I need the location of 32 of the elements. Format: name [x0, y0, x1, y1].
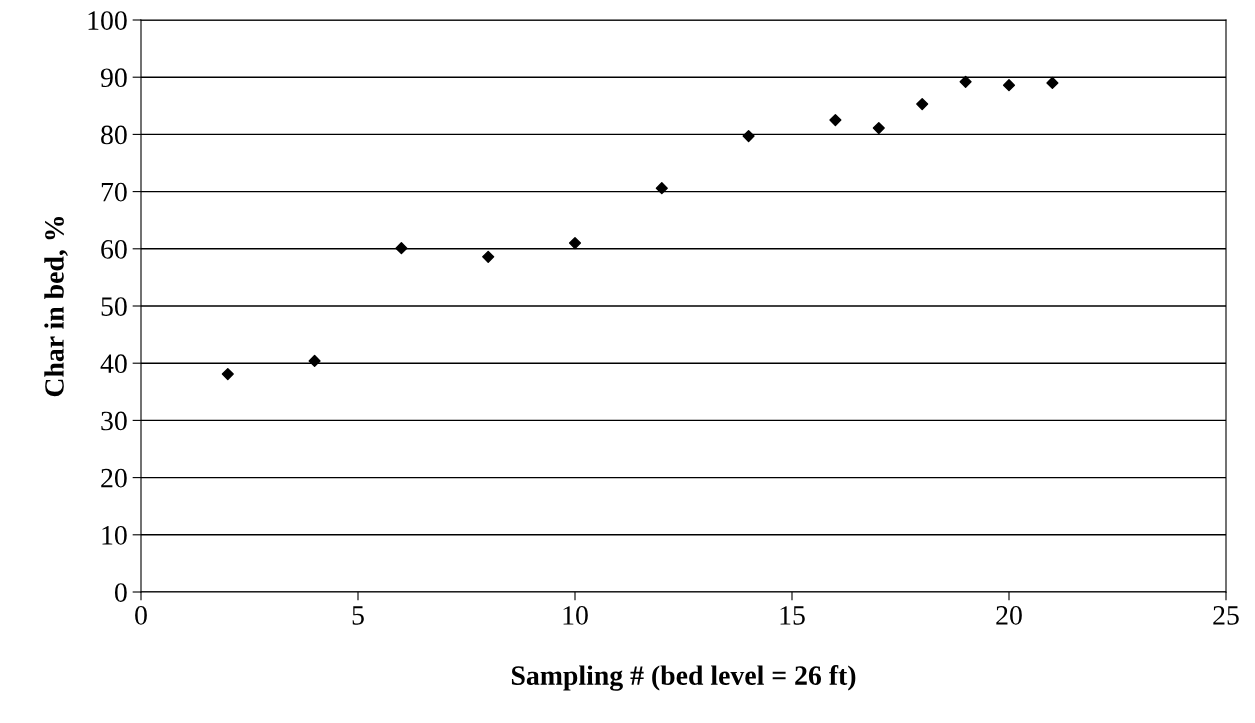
y-tick-label: 30 — [101, 411, 127, 431]
y-tick-label: 0 — [114, 583, 127, 602]
x-tick-label: 5 — [352, 606, 364, 625]
point — [959, 75, 972, 88]
point — [1046, 76, 1059, 89]
point — [655, 182, 668, 195]
point — [829, 114, 842, 127]
y-tick-label: 60 — [101, 239, 127, 259]
x-axis-title: Sampling # (bed level = 26 ft) — [511, 665, 856, 691]
y-tick-label: 80 — [101, 125, 127, 145]
x-tick-label: 0 — [135, 606, 147, 625]
y-tick-label: 20 — [101, 468, 127, 488]
point — [916, 98, 929, 111]
x-tick-label: 15 — [780, 606, 805, 625]
y-axis-title: Char in bed, % — [44, 217, 68, 397]
y-tick-label: 100 — [88, 11, 127, 30]
point — [568, 237, 582, 250]
y-tick-label: 90 — [100, 68, 127, 88]
x-tick-label: 20 — [996, 606, 1022, 625]
point — [221, 367, 234, 381]
point — [482, 250, 495, 263]
point — [742, 130, 755, 143]
y-tick-label: 70 — [101, 182, 127, 202]
x-tick-label: 25 — [1213, 606, 1239, 625]
x-tick-label: 10 — [563, 606, 588, 625]
y-tick-label: 50 — [101, 297, 127, 316]
point — [395, 242, 408, 255]
point — [872, 122, 885, 135]
point — [308, 354, 321, 367]
y-tick-label: 40 — [100, 354, 127, 374]
y-tick-label: 10 — [102, 525, 127, 545]
point — [1002, 79, 1016, 92]
